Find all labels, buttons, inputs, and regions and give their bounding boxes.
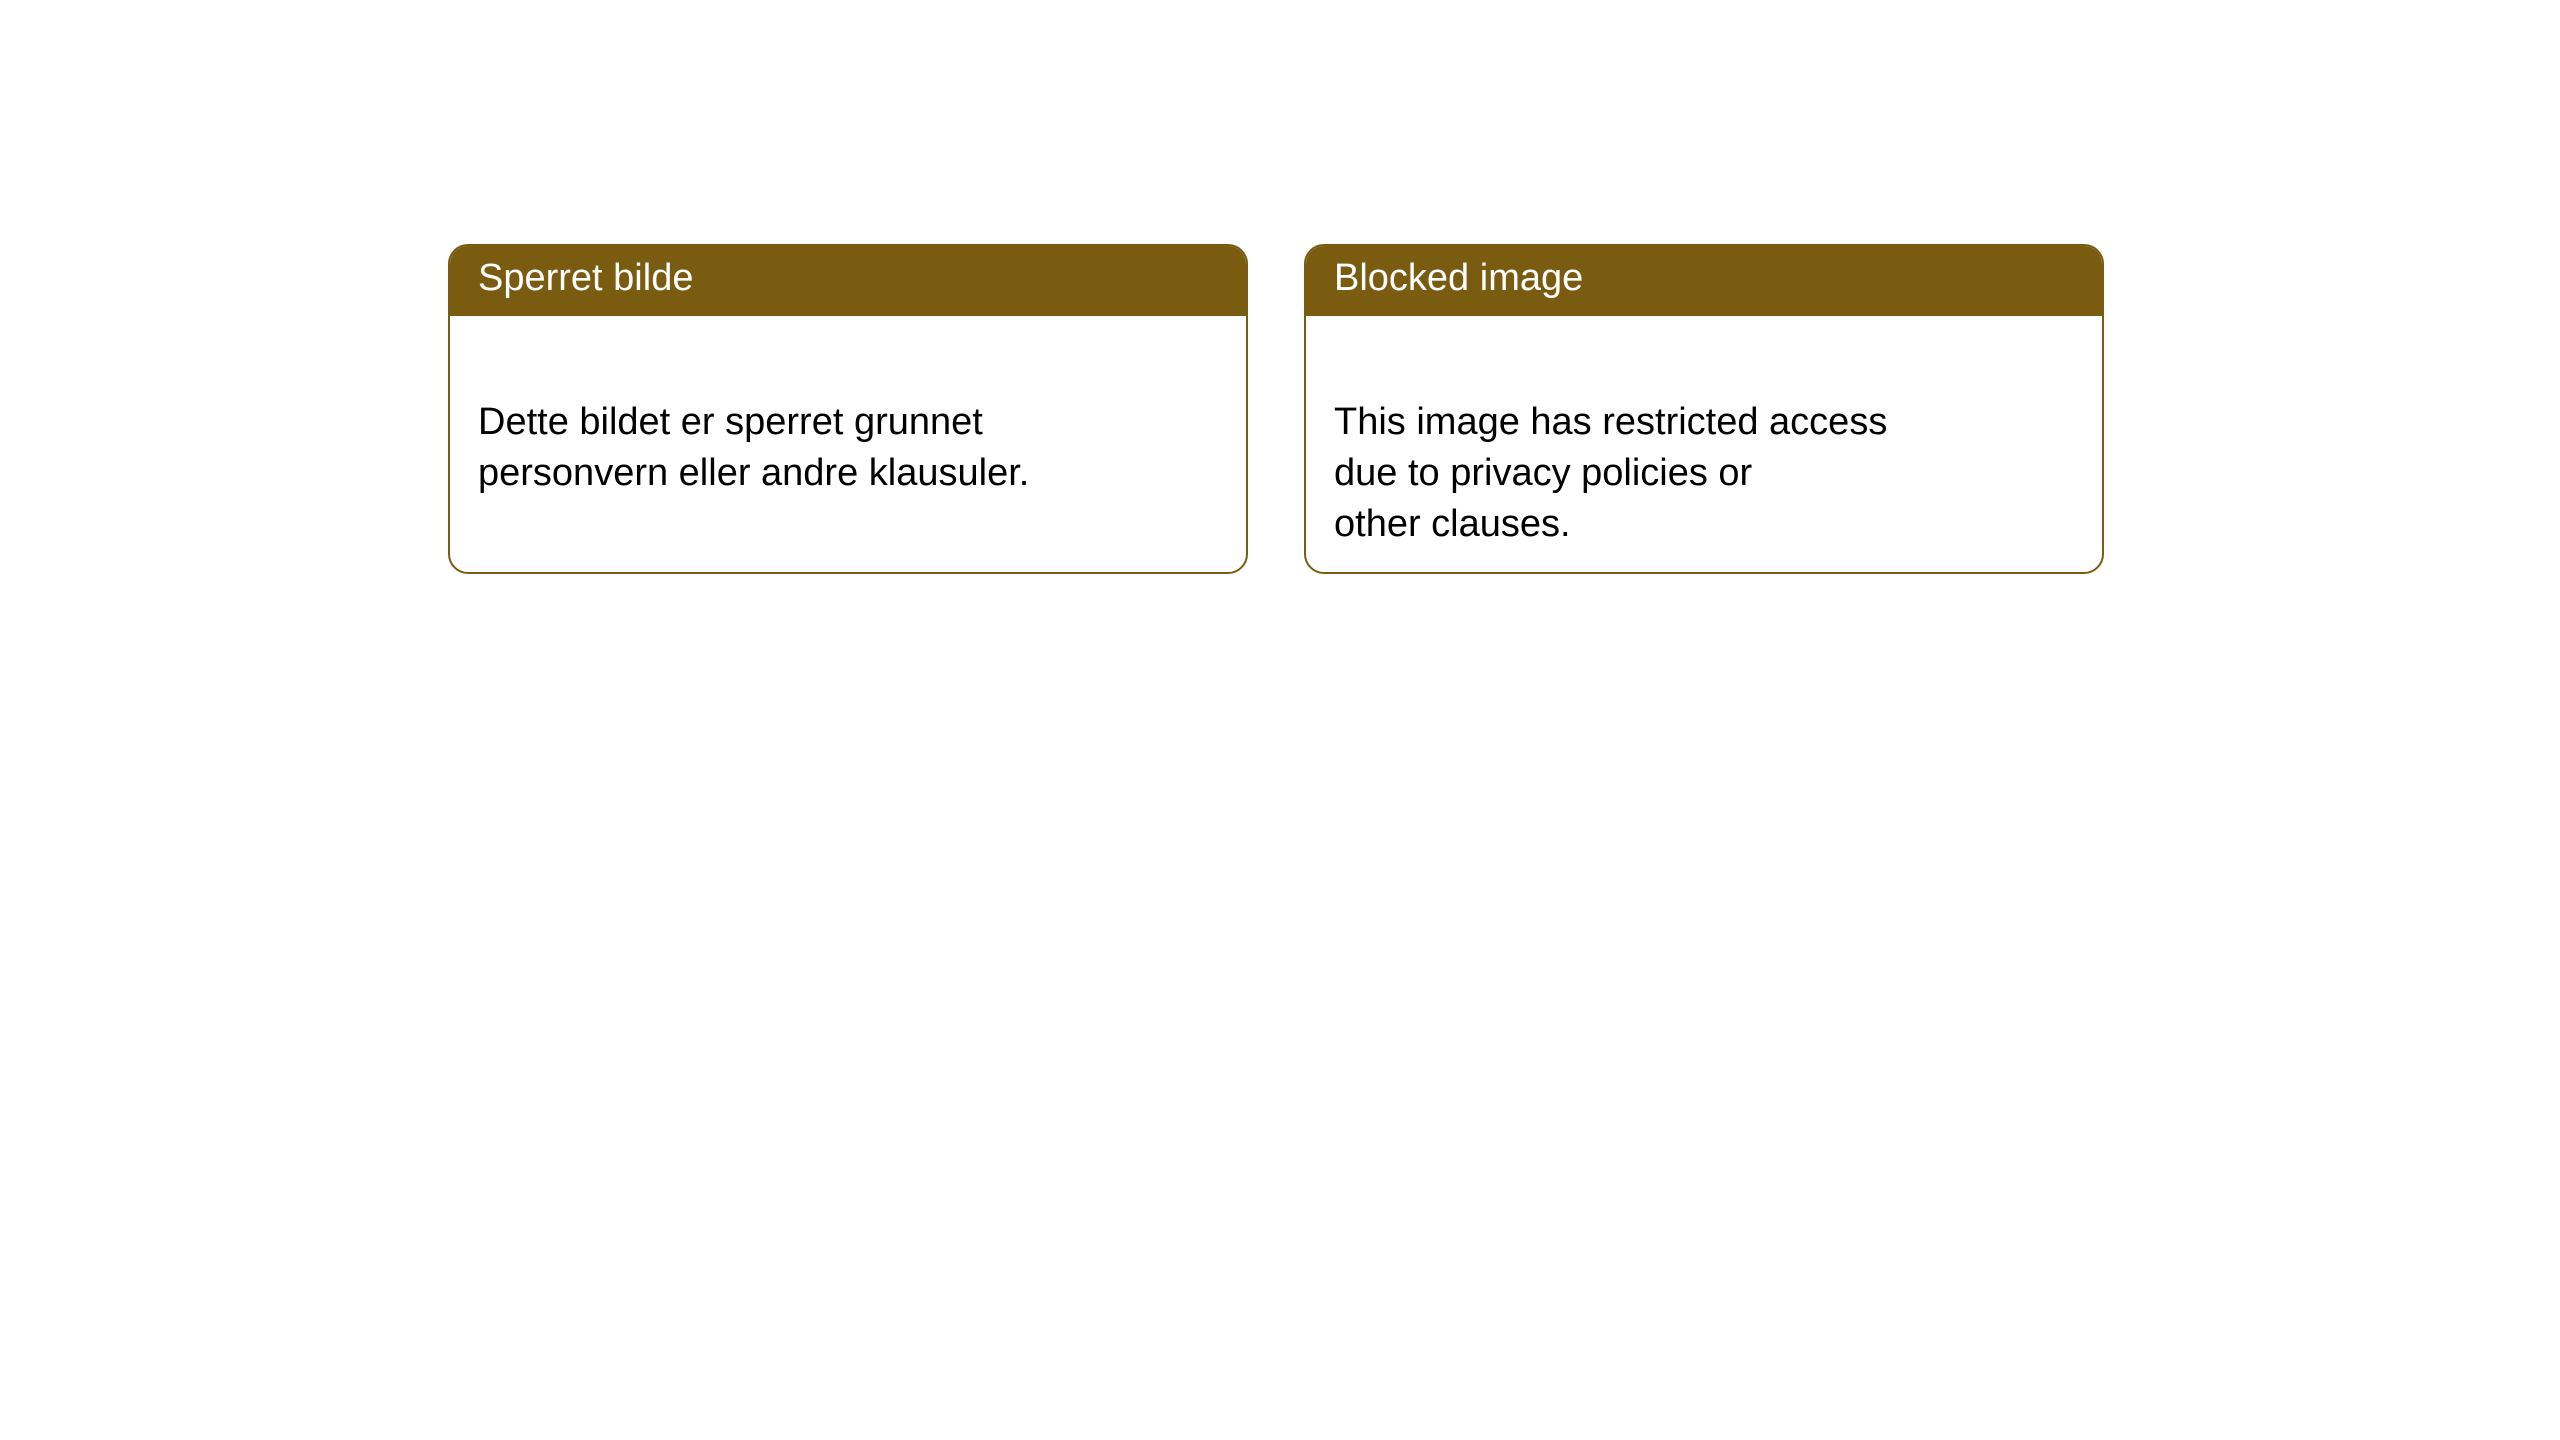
card-body-text: This image has restricted access due to … bbox=[1334, 401, 1887, 546]
card-body: Dette bildet er sperret grunnet personve… bbox=[450, 316, 1246, 530]
notice-card-norwegian: Sperret bilde Dette bildet er sperret gr… bbox=[448, 244, 1248, 574]
notice-card-english: Blocked image This image has restricted … bbox=[1304, 244, 2104, 574]
card-title: Sperret bilde bbox=[478, 257, 693, 299]
card-title: Blocked image bbox=[1334, 257, 1583, 299]
card-body-text: Dette bildet er sperret grunnet personve… bbox=[478, 401, 1029, 494]
card-body: This image has restricted access due to … bbox=[1306, 316, 2102, 574]
card-header: Blocked image bbox=[1306, 246, 2102, 316]
notice-container: Sperret bilde Dette bildet er sperret gr… bbox=[0, 0, 2560, 574]
card-header: Sperret bilde bbox=[450, 246, 1246, 316]
